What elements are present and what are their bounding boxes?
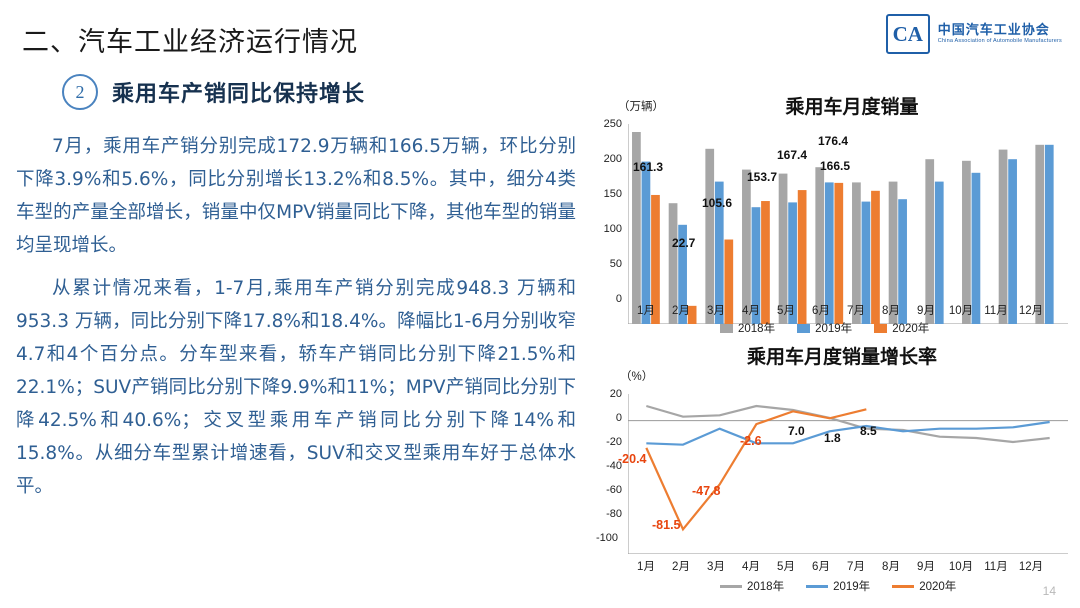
chart1-label-may: 167.4	[777, 148, 808, 162]
legend-swatch-icon	[874, 323, 888, 333]
chart2-xtick-7: 7月	[847, 561, 865, 573]
chart1-xtick-12: 12月	[1018, 305, 1044, 317]
chart2-legend-label-2018: 2018年	[747, 581, 785, 593]
chart2-legend-label-2019: 2019年	[833, 581, 871, 593]
chart2-legend: 2018年 2019年 2020年	[720, 578, 956, 594]
chart2-ytick--80: -80	[606, 508, 622, 520]
legend-line-icon	[806, 584, 829, 588]
chart1-label-feb: 22.7	[672, 236, 696, 250]
chart2-xtick-2: 2月	[672, 561, 690, 573]
chart1-ytick-150: 150	[603, 188, 622, 200]
page-title: 二、汽车工业经济运行情况	[22, 27, 358, 58]
chart1-xtick-9: 9月	[917, 305, 935, 317]
chart2-ytick--40: -40	[606, 460, 622, 472]
legend-swatch-icon	[797, 323, 811, 333]
chart2-xtick-9: 9月	[917, 561, 935, 573]
slide-header: 二、汽车工业经济运行情况 CA 中国汽车工业协会 China Associati…	[0, 0, 1080, 62]
chart2-xtick-3: 3月	[707, 561, 725, 573]
chart2-label-jun: 1.8	[824, 431, 841, 445]
section-title: 乘用车产销同比保持增长	[112, 82, 366, 107]
chart2-plot	[628, 394, 1068, 554]
chart1-legend-label-2020: 2020年	[892, 323, 930, 335]
chart1-legend-2018: 2018年	[720, 320, 775, 336]
chart2-legend-2019: 2019年	[806, 578, 870, 594]
chart1-label-jun: 176.4	[818, 134, 849, 148]
chart2-xtick-5: 5月	[777, 561, 795, 573]
body-text: 7月，乘用车产销分别完成172.9万辆和166.5万辆，环比分别下降3.9%和5…	[16, 130, 576, 513]
chart1-xtick-10: 10月	[948, 305, 974, 317]
chart1-legend-label-2019: 2019年	[815, 323, 853, 335]
chart2-xtick-6: 6月	[812, 561, 830, 573]
chart1-legend-label-2018: 2018年	[738, 323, 776, 335]
chart2-legend-2020: 2020年	[892, 578, 956, 594]
page-number: 14	[1042, 584, 1056, 598]
chart2-label-jan: -20.4	[618, 452, 647, 466]
chart1-ytick-50: 50	[609, 258, 622, 270]
chart2-xtick-8: 8月	[882, 561, 900, 573]
chart1-xtick-1: 1月	[637, 305, 655, 317]
chart2-unit-label: （%）	[620, 371, 654, 383]
logo-chinese-name: 中国汽车工业协会	[937, 22, 1050, 38]
chart2-xtick-11: 11月	[984, 561, 1008, 573]
legend-swatch-icon	[720, 323, 733, 333]
chart1-ytick-250: 250	[603, 118, 622, 130]
chart2-xtick-4: 4月	[742, 561, 760, 573]
body-paragraph-1: 7月，乘用车产销分别完成172.9万辆和166.5万辆，环比分别下降3.9%和5…	[16, 136, 576, 256]
chart1-xtick-2: 2月	[672, 305, 690, 317]
chart2-xtick-1: 1月	[637, 561, 655, 573]
chart2-title: 乘用车月度销量增长率	[746, 346, 937, 368]
chart1-ytick-0: 0	[615, 293, 622, 305]
chart2-label-apr: -2.6	[740, 434, 762, 448]
chart1-ytick-100: 100	[603, 223, 622, 235]
chart1-xtick-4: 4月	[742, 305, 760, 317]
chart1-xtick-8: 8月	[882, 305, 900, 317]
chart1-xtick-11: 11月	[984, 305, 1008, 317]
chart2-label-mar: -47.8	[692, 484, 721, 498]
chart-monthly-growth: 乘用车月度销量增长率 （%） 20 0 -20 -40 -60 -80 -100…	[592, 336, 1070, 596]
chart1-xtick-7: 7月	[847, 305, 865, 317]
chart2-ytick-0: 0	[615, 412, 622, 424]
chart1-label-jan: 161.3	[633, 160, 664, 174]
chart2-legend-2018: 2018年	[720, 578, 784, 594]
logo-english-name: China Association of Automobile Manufact…	[937, 38, 1062, 45]
logo-mark-icon: CA	[885, 14, 930, 54]
chart2-label-jul: 8.5	[860, 424, 877, 438]
chart1-label-apr: 153.7	[747, 170, 778, 184]
chart2-xtick-12: 12月	[1018, 561, 1044, 573]
legend-line-icon	[720, 584, 742, 588]
chart1-title: 乘用车月度销量	[785, 96, 919, 118]
chart2-legend-label-2020: 2020年	[919, 581, 957, 593]
chart2-xtick-10: 10月	[948, 561, 974, 573]
chart1-xtick-6: 6月	[812, 305, 830, 317]
section-number-badge: 2	[62, 74, 98, 110]
chart1-label-mar: 105.6	[702, 196, 733, 210]
section-heading: 2 乘用车产销同比保持增长	[62, 74, 365, 110]
chart1-label-jul: 166.5	[820, 159, 851, 173]
chart1-ytick-200: 200	[603, 153, 622, 165]
chart1-plot	[628, 124, 1068, 324]
chart-monthly-sales: 乘用车月度销量 （万辆） 250 200 150 100 50 0 1月 2月 …	[592, 86, 1070, 336]
chart2-label-may: 7.0	[788, 424, 805, 438]
chart2-ytick--60: -60	[606, 484, 622, 496]
body-paragraph-2: 从累计情况来看，1-7月,乘用车产销分别完成948.3 万辆和953.3 万辆，…	[16, 278, 576, 497]
chart2-label-feb: -81.5	[652, 518, 681, 532]
legend-line-icon	[892, 584, 915, 588]
logo-text: 中国汽车工业协会 China Association of Automobile…	[937, 22, 1062, 45]
chart1-legend-2019: 2019年	[797, 320, 852, 336]
chart1-legend: 2018年 2019年 2020年	[720, 320, 929, 336]
caam-logo: CA 中国汽车工业协会 China Association of Automob…	[885, 14, 1062, 54]
chart2-ytick-20: 20	[609, 388, 622, 400]
chart2-ytick--100: -100	[595, 532, 618, 544]
chart1-xtick-3: 3月	[707, 305, 725, 317]
chart1-unit-label: （万辆）	[618, 101, 664, 113]
chart1-xtick-5: 5月	[777, 305, 795, 317]
chart1-legend-2020: 2020年	[874, 320, 929, 336]
chart2-ytick--20: -20	[606, 436, 622, 448]
